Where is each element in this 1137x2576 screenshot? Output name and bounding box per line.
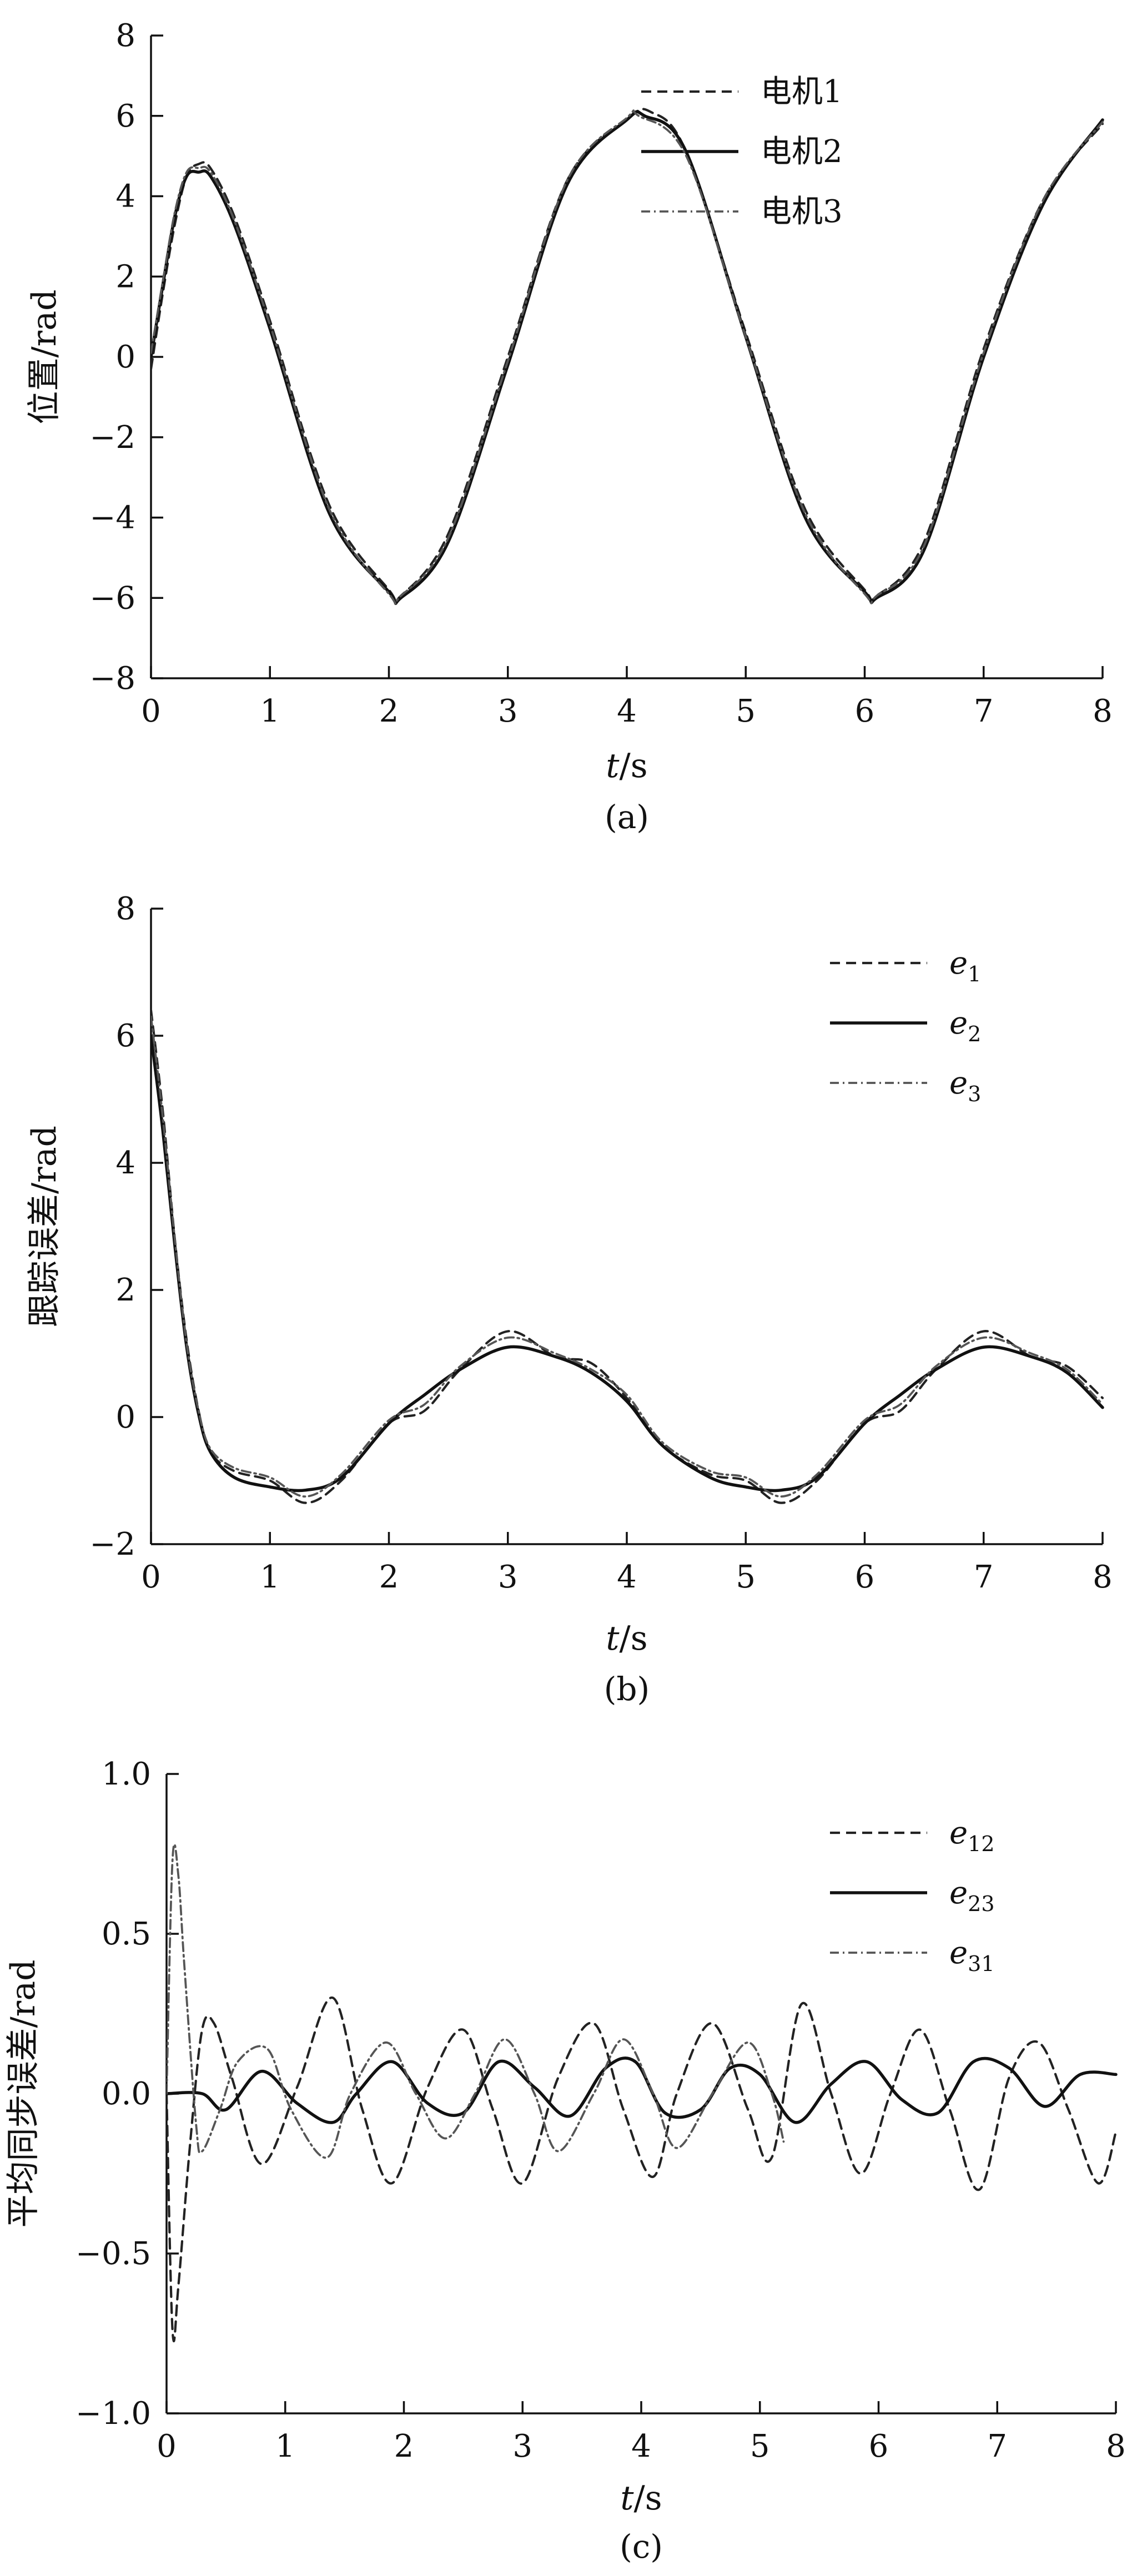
legend-label-b-2: e2 — [949, 1005, 981, 1046]
x-tick-label: 1 — [260, 693, 280, 729]
y-tick-label: 6 — [115, 98, 135, 134]
series-line-c-1 — [167, 1997, 1118, 2342]
x-tick-label: 8 — [1093, 1559, 1113, 1595]
series-line-a-2 — [151, 110, 1104, 606]
x-tick-label: 5 — [750, 2428, 770, 2464]
x-tick-label: 0 — [141, 1559, 161, 1595]
x-tick-label: 0 — [157, 2428, 177, 2464]
legend-label-a-3: 电机3 — [761, 194, 843, 230]
y-tick-label: −2 — [89, 1526, 135, 1562]
y-tick-label: −8 — [89, 661, 135, 697]
series-line-c-2 — [167, 2056, 1118, 2124]
y-tick-label: −2 — [89, 420, 135, 456]
y-tick-label: 8 — [115, 18, 135, 54]
panel-caption: (b) — [604, 1670, 650, 1708]
x-tick-label: 4 — [617, 1559, 637, 1595]
y-tick-label: 2 — [115, 259, 135, 295]
series-line-a-3 — [151, 109, 1104, 605]
x-tick-label: 0 — [141, 693, 161, 729]
legend-label-c-1: e12 — [949, 1815, 995, 1856]
y-tick-label: 6 — [115, 1018, 135, 1054]
x-tick-label: 5 — [736, 1559, 756, 1595]
y-tick-label: 0.0 — [102, 2076, 151, 2112]
x-tick-label: 2 — [394, 2428, 414, 2464]
y-axis-label: 位置/rad — [25, 289, 64, 424]
series-line-b-1 — [151, 1009, 1104, 1504]
legend-label-a-2: 电机2 — [761, 134, 843, 170]
y-tick-label: 0 — [115, 1399, 135, 1435]
y-tick-label: 0.5 — [102, 1916, 151, 1952]
series-line-b-3 — [151, 1015, 1104, 1498]
y-tick-label: 8 — [115, 891, 135, 927]
y-tick-label: −1.0 — [76, 2396, 151, 2432]
x-tick-label: 7 — [974, 693, 994, 729]
x-tick-label: 7 — [987, 2428, 1007, 2464]
series-line-b-2 — [151, 1034, 1104, 1493]
y-tick-label: 4 — [115, 1145, 135, 1181]
y-tick-label: 2 — [115, 1272, 135, 1308]
x-tick-label: 2 — [379, 693, 399, 729]
x-tick-label: 5 — [736, 693, 756, 729]
y-tick-label: 4 — [115, 179, 135, 215]
x-tick-label: 1 — [275, 2428, 295, 2464]
x-tick-label: 4 — [631, 2428, 651, 2464]
legend-label-a-1: 电机1 — [761, 74, 843, 110]
legend-label-c-3: e31 — [949, 1935, 995, 1976]
legend-label-c-2: e23 — [949, 1875, 995, 1916]
series-line-c-3 — [167, 1843, 785, 2159]
x-tick-label: 8 — [1106, 2428, 1126, 2464]
y-tick-label: 0 — [115, 339, 135, 375]
y-tick-label: 1.0 — [102, 1756, 151, 1792]
panel-caption: (c) — [620, 2528, 663, 2565]
x-tick-label: 8 — [1093, 693, 1113, 729]
panel-caption: (a) — [605, 798, 649, 836]
y-axis-label: 平均同步误差/rad — [4, 1959, 43, 2227]
x-tick-label: 6 — [855, 693, 875, 729]
x-tick-label: 2 — [379, 1559, 399, 1595]
x-tick-label: 7 — [974, 1559, 994, 1595]
y-tick-label: −0.5 — [76, 2236, 151, 2272]
x-axis-label: t/s — [606, 1619, 647, 1658]
legend-label-b-1: e1 — [949, 945, 981, 986]
y-tick-label: −6 — [89, 580, 135, 616]
chart-panel-c: 0 1 2 3 4 5 6 7 8 −1.0 −0.5 0.0 0.5 1.0 t/s 平均同步误差/rad (… — [4, 1756, 1126, 2565]
x-tick-label: 1 — [260, 1559, 280, 1595]
y-tick-label: −4 — [89, 500, 135, 536]
x-tick-label: 3 — [512, 2428, 532, 2464]
y-axis-label: 跟踪误差/rad — [25, 1126, 64, 1327]
x-tick-label: 6 — [869, 2428, 889, 2464]
x-axis-label: t/s — [606, 747, 647, 785]
x-tick-label: 4 — [617, 693, 637, 729]
x-tick-label: 6 — [855, 1559, 875, 1595]
x-tick-label: 3 — [498, 693, 518, 729]
legend-label-b-3: e3 — [949, 1065, 981, 1106]
x-tick-label: 3 — [498, 1559, 518, 1595]
chart-panel-a: 0 1 2 3 4 5 6 7 8 −8 −6 −4 −2 0 2 4 6 8 t/s 位置/rad (a) 电机1 电机2… — [25, 18, 1113, 836]
series-line-a-1 — [151, 108, 1104, 604]
x-axis-label: t/s — [620, 2479, 662, 2518]
